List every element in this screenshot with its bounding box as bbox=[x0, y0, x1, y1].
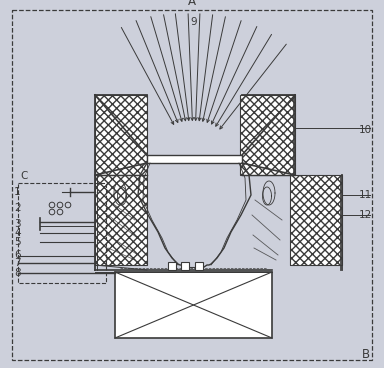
Text: 10: 10 bbox=[359, 125, 372, 135]
Bar bbox=[195, 262, 203, 270]
Bar bbox=[95, 175, 147, 265]
Bar bbox=[18, 183, 106, 283]
Text: 12: 12 bbox=[359, 210, 372, 220]
Bar bbox=[181, 262, 189, 270]
Text: 8: 8 bbox=[14, 268, 21, 278]
Bar bbox=[95, 95, 147, 175]
Text: 5: 5 bbox=[14, 237, 21, 247]
Bar bbox=[240, 95, 295, 175]
Text: B: B bbox=[362, 347, 370, 361]
Text: 1: 1 bbox=[14, 187, 21, 197]
Bar bbox=[290, 175, 342, 265]
Text: 4: 4 bbox=[14, 228, 21, 238]
Text: 9: 9 bbox=[191, 17, 197, 27]
Text: 11: 11 bbox=[359, 190, 372, 200]
Bar bbox=[147, 155, 242, 163]
Text: 7: 7 bbox=[14, 258, 21, 268]
Bar bbox=[115, 272, 272, 338]
Text: 6: 6 bbox=[14, 250, 21, 260]
Bar bbox=[168, 262, 176, 270]
Text: 2: 2 bbox=[14, 203, 21, 213]
Text: C: C bbox=[20, 171, 27, 181]
Text: A: A bbox=[188, 0, 196, 8]
Text: 3: 3 bbox=[14, 219, 21, 229]
